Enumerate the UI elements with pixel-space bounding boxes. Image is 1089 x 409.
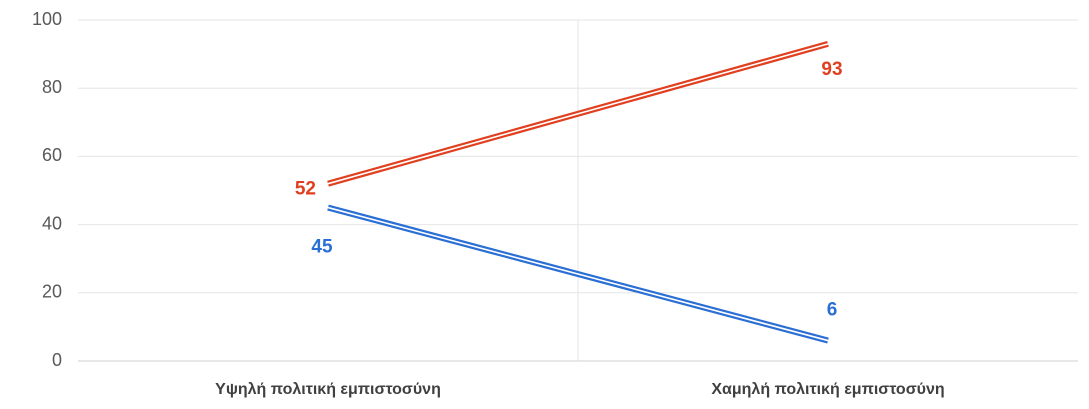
y-tick-label: 20: [42, 282, 62, 302]
y-tick-label: 40: [42, 213, 62, 233]
x-tick-label: Υψηλή πολιτική εμπιστοσύνη: [215, 381, 441, 398]
x-tick-label: Χαμηλή πολιτική εμπιστοσύνη: [711, 381, 944, 398]
y-tick-label: 100: [32, 9, 62, 29]
series-line-inner: [327, 43, 829, 185]
data-label: 6: [827, 300, 838, 321]
data-label: 45: [311, 237, 333, 258]
y-tick-label: 60: [42, 145, 62, 165]
data-label: 93: [821, 59, 842, 80]
y-tick-label: 80: [42, 77, 62, 97]
data-label: 52: [295, 179, 316, 200]
y-tick-label: 0: [52, 350, 62, 370]
series-line-inner: [327, 206, 829, 342]
